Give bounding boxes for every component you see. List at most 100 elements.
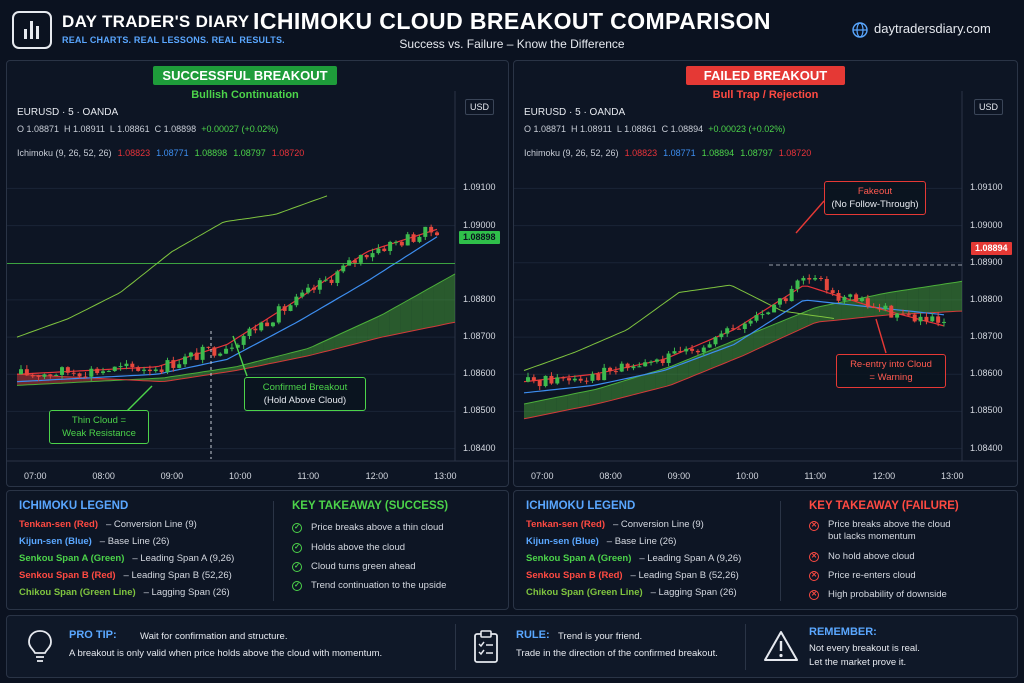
x-tick-label: 13:00 [434, 471, 457, 481]
cloud-segment-green [578, 390, 590, 408]
candle-body [370, 253, 375, 258]
takeaway-title: KEY TAKEAWAY (FAILURE) [809, 500, 959, 512]
candle-body [900, 313, 905, 315]
legend-row-chikou: Chikou Span (Green Line) – Lagging Span … [19, 587, 230, 598]
cloud-segment-green [345, 326, 357, 347]
pro-tip-title: PRO TIP: [69, 629, 117, 641]
cloud-segment-green [655, 367, 667, 390]
candle-body [347, 260, 352, 266]
candle-body [707, 344, 712, 348]
candle-body [854, 294, 859, 301]
cloud-segment-green [567, 392, 579, 410]
candle-body [613, 371, 618, 373]
cloud-segment-green [644, 371, 656, 392]
x-tick-label: 11:00 [297, 471, 320, 481]
candle-body [531, 377, 536, 381]
candle-body [253, 328, 258, 331]
annotation-reentry: Re-entry into Cloud = Warning [836, 354, 946, 388]
cloud-segment-green [236, 364, 247, 371]
ohlc-readout: O 1.08871 H 1.08911 L 1.08861 C 1.08894 +0.0… [524, 124, 786, 134]
candle-body [526, 377, 530, 382]
currency-label[interactable]: USD [974, 99, 1004, 115]
legend-row-kijun: Kijun-sen (Blue) – Base Line (26) [19, 536, 170, 547]
legend-row-kijun: Kijun-sen (Blue) – Base Line (26) [526, 536, 677, 547]
x-circle-icon: ✕ [809, 590, 819, 600]
cloud-segment-green [830, 302, 842, 321]
takeaway-item: Price breaks above the cloud but lacks mo… [828, 519, 951, 542]
candle-body [889, 305, 894, 318]
cloud-segment-green [589, 387, 601, 406]
symbol-label: EURUSD · 5 · OANDA [17, 107, 119, 118]
candle-body [206, 346, 211, 348]
candle-body [777, 298, 782, 305]
remember-title: REMEMBER: [809, 626, 877, 638]
candle-body [335, 271, 340, 283]
cloud-segment-green [786, 314, 798, 336]
brand-logo [12, 11, 52, 49]
candle-body [742, 323, 747, 330]
candle-body [836, 293, 841, 301]
legend-title: ICHIMOKU LEGEND [19, 500, 129, 512]
cloud-segment-green [918, 286, 930, 314]
takeaway-item: Price re-enters cloud [828, 570, 916, 581]
y-tick-label: 1.08400 [463, 442, 496, 453]
candle-body [643, 362, 648, 367]
takeaway-item: Price breaks above a thin cloud [311, 522, 444, 533]
candle-body [906, 314, 911, 316]
candle-body [865, 298, 870, 307]
cloud-segment-green [600, 384, 612, 404]
cloud-segment-red [27, 374, 39, 385]
candle-body [596, 373, 601, 381]
candle-body [543, 375, 548, 387]
chart-failure [514, 91, 1017, 462]
candle-body [159, 369, 164, 373]
cloud-segment-green [666, 363, 678, 387]
pro-tip-text: Wait for confirmation and structure. [140, 631, 288, 642]
candle-body [259, 322, 264, 331]
success-subtitle: Bullish Continuation [191, 89, 299, 101]
x-tick-label: 13:00 [941, 471, 964, 481]
candle-body [555, 377, 560, 384]
tenkan-sen-line [16, 228, 438, 375]
website-link[interactable]: daytradersdiary.com [874, 21, 991, 36]
currency-label[interactable]: USD [465, 99, 495, 115]
rule-text: Trade in the direction of the confirmed … [516, 648, 718, 659]
candle-body [871, 306, 876, 308]
lightbulb-icon [28, 630, 52, 662]
candle-body [136, 367, 141, 371]
y-tick-label: 1.08600 [463, 368, 496, 379]
y-tick-label: 1.08500 [463, 405, 496, 416]
candle-body [672, 351, 677, 354]
candle-body [877, 307, 882, 310]
x-tick-label: 10:00 [229, 471, 252, 481]
candle-body [382, 248, 387, 252]
candle-body [572, 378, 577, 381]
divider [745, 624, 746, 670]
candle-body [341, 265, 346, 272]
candle-body [300, 292, 305, 297]
takeaway-item: Holds above the cloud [311, 542, 406, 553]
candle-body [660, 359, 665, 364]
candle-body [690, 348, 695, 351]
legend-row-tenkan: Tenkan-sen (Red) – Conversion Line (9) [526, 519, 704, 530]
candle-body [60, 367, 65, 375]
candle-body [101, 371, 106, 374]
senkou-span-a-line [523, 280, 963, 405]
candle-body [684, 348, 689, 352]
cloud-segment-green [907, 288, 919, 314]
candle-body [754, 315, 759, 321]
candle-body [766, 312, 771, 315]
check-icon: ✓ [292, 562, 302, 572]
cloud-segment-green [743, 332, 754, 356]
candle-body [748, 320, 753, 324]
annotation-arrow [126, 385, 153, 412]
candle-body [48, 374, 53, 376]
cloud-segment-green [633, 374, 645, 395]
candle-body [106, 370, 111, 372]
x-tick-label: 12:00 [365, 471, 389, 481]
y-tick-label: 1.08500 [970, 405, 1003, 416]
legend-row-span-b: Senkou Span B (Red) – Leading Span B (52… [19, 570, 232, 581]
candle-body [54, 374, 59, 376]
y-tick-label: 1.08800 [970, 293, 1003, 304]
candle-body [194, 352, 199, 360]
